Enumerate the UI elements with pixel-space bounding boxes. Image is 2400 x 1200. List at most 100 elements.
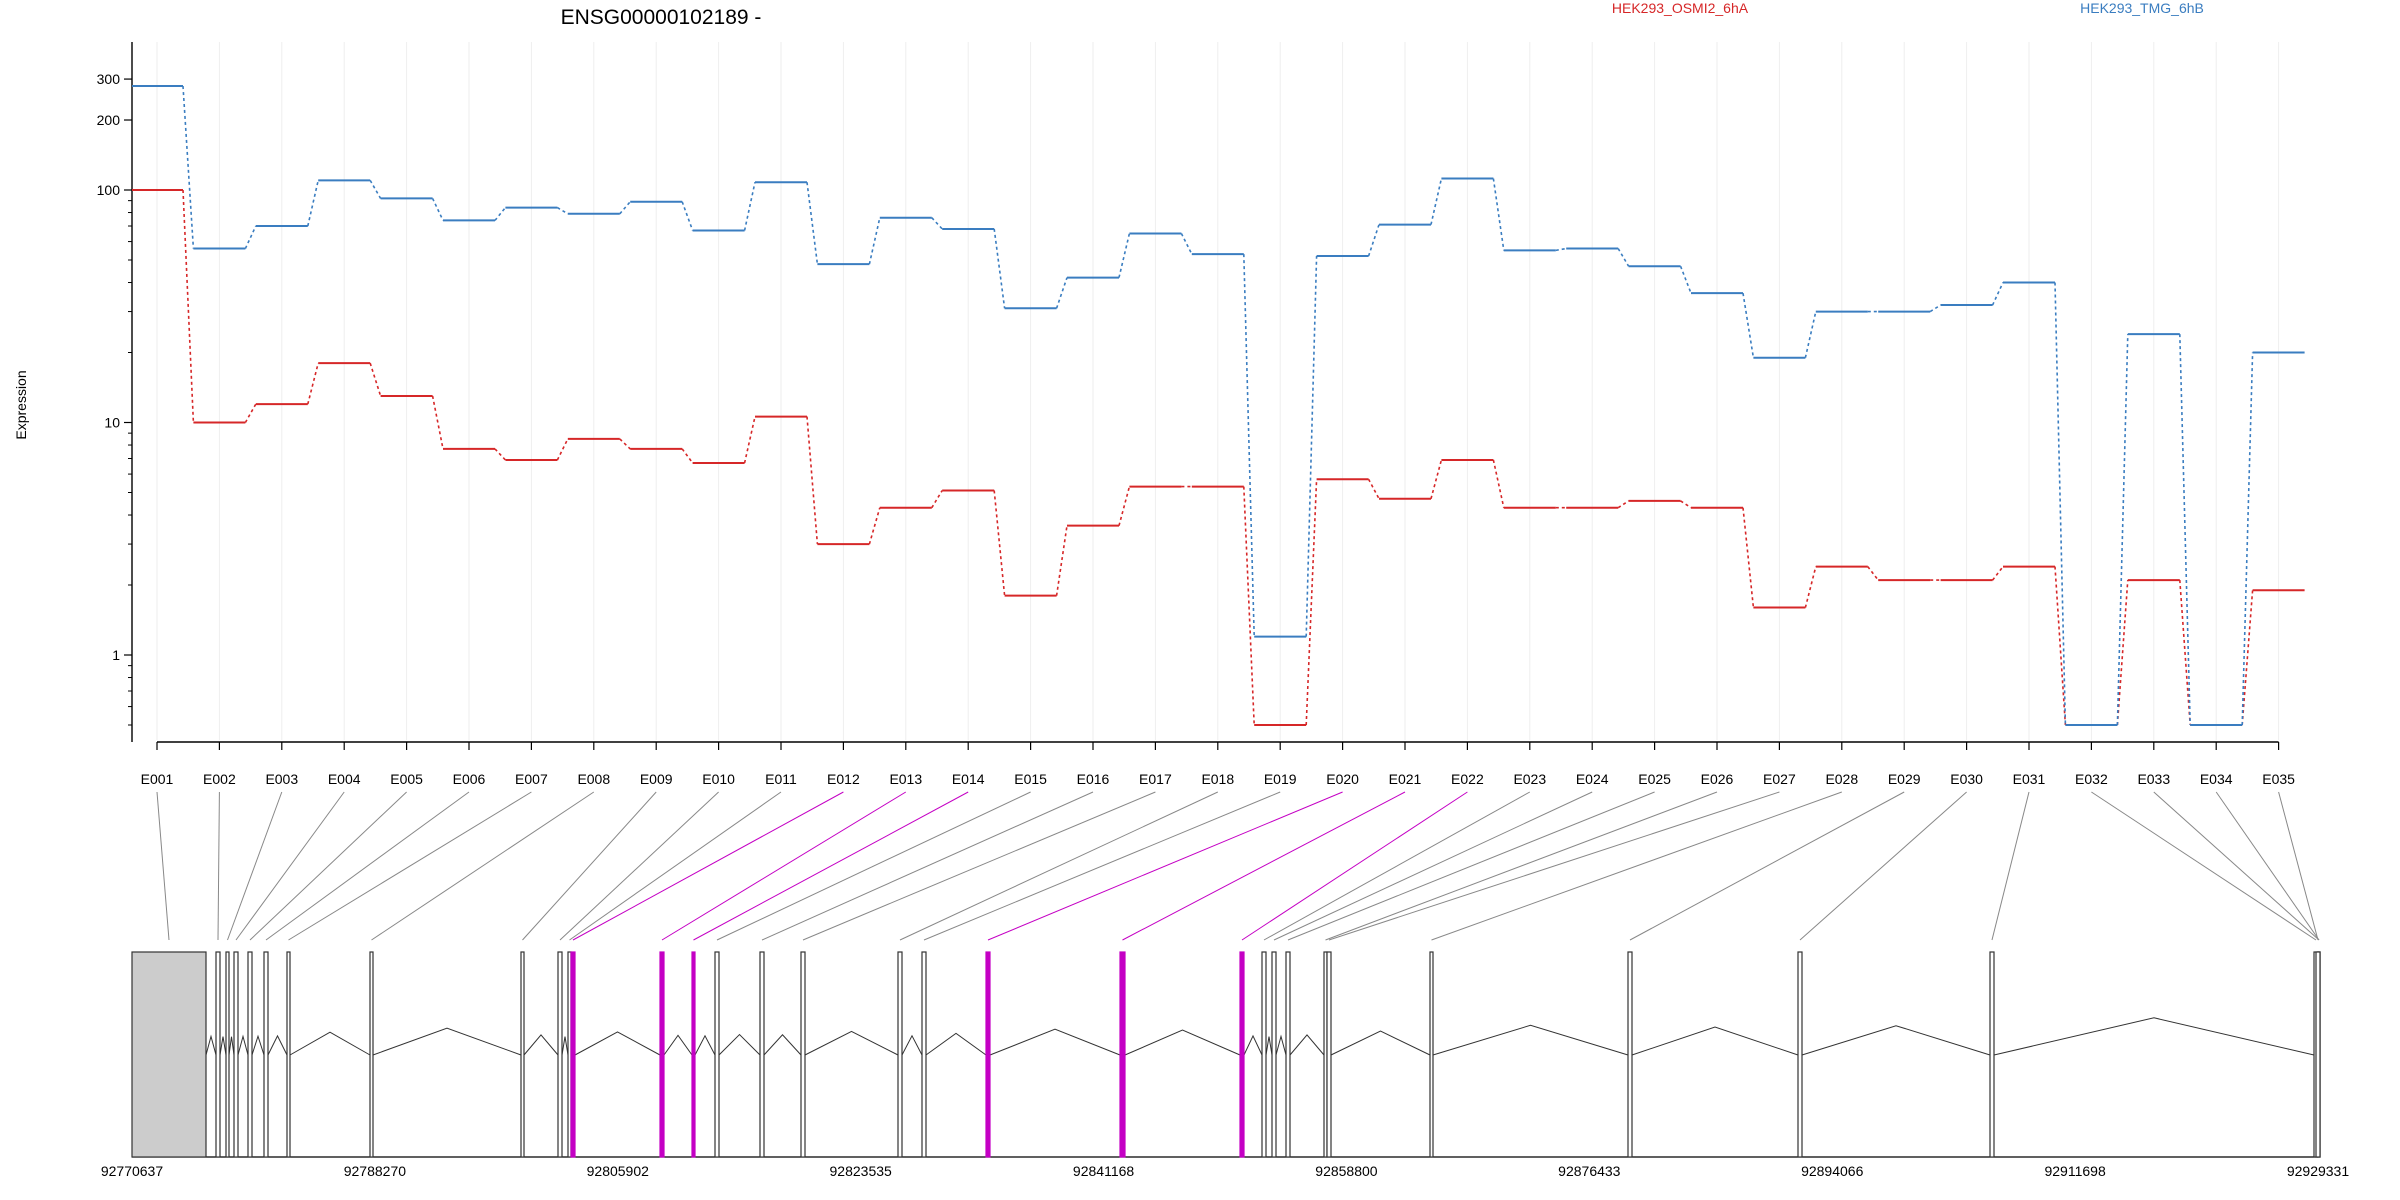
series-connector bbox=[1492, 459, 1505, 508]
series-connector bbox=[1742, 507, 1755, 608]
series-connector bbox=[1991, 566, 2004, 581]
exon-block bbox=[263, 951, 269, 1158]
exon-connector bbox=[2153, 791, 2320, 941]
series-connector bbox=[244, 225, 257, 249]
intron-line bbox=[251, 1034, 265, 1056]
x-tick-label: E009 bbox=[640, 771, 673, 787]
series-connector bbox=[1742, 293, 1755, 358]
intron-line bbox=[663, 1034, 693, 1056]
genomic-coordinate-label: 92858800 bbox=[1315, 1163, 1378, 1179]
exon-block bbox=[714, 951, 720, 1158]
intron-line bbox=[718, 1033, 761, 1056]
exon-block bbox=[1271, 951, 1277, 1158]
exon-block bbox=[1326, 951, 1332, 1158]
x-tick-label: E012 bbox=[827, 771, 860, 787]
series-connector bbox=[1680, 500, 1692, 509]
series-connector bbox=[743, 182, 756, 231]
intron-line bbox=[205, 1034, 217, 1056]
exon-block bbox=[215, 951, 221, 1158]
exon-connectors bbox=[156, 791, 2320, 941]
x-tick-label: E025 bbox=[1638, 771, 1671, 787]
exon-connector bbox=[569, 791, 782, 941]
genomic-coordinate-label: 92788270 bbox=[344, 1163, 407, 1179]
series-connector bbox=[1118, 486, 1131, 526]
intron-line bbox=[1243, 1034, 1263, 1056]
intron-line bbox=[989, 1028, 1121, 1056]
intron-line bbox=[561, 1036, 569, 1056]
x-tick-label: E030 bbox=[1950, 771, 1983, 787]
x-tick-label: E008 bbox=[577, 771, 610, 787]
exon-block bbox=[691, 951, 696, 1158]
chart-title: ENSG00000102189 - bbox=[561, 6, 762, 29]
series-connector bbox=[2054, 282, 2067, 726]
exon-connector bbox=[1287, 791, 1655, 941]
x-tick-label: E016 bbox=[1077, 771, 1110, 787]
series-connector bbox=[1991, 282, 2004, 306]
intron-line bbox=[1124, 1029, 1241, 1056]
series-lines bbox=[132, 85, 2305, 726]
series-connector bbox=[743, 416, 756, 464]
series-connector bbox=[868, 217, 881, 265]
series-connector bbox=[307, 180, 319, 227]
series-connector bbox=[681, 448, 694, 464]
y-axis-label: Expression bbox=[13, 370, 29, 439]
exon-connector bbox=[1273, 791, 1593, 941]
series-connector bbox=[806, 182, 819, 265]
x-tick-label: E033 bbox=[2137, 771, 2170, 787]
x-tick-label: E020 bbox=[1326, 771, 1359, 787]
exon-block bbox=[1119, 951, 1126, 1158]
exon-connector bbox=[249, 791, 407, 941]
x-tick-label: E018 bbox=[1201, 771, 1234, 787]
intron-line bbox=[1801, 1025, 1991, 1056]
series-connector bbox=[2179, 334, 2191, 726]
series-connector bbox=[1617, 500, 1630, 509]
series-connector bbox=[1305, 479, 1318, 726]
x-tick-label: E010 bbox=[702, 771, 735, 787]
exon-connector bbox=[1241, 791, 1468, 941]
x-tick-label: E017 bbox=[1139, 771, 1172, 787]
series-connector bbox=[931, 217, 943, 230]
axes: 1 10 100 200 300 E001 E002 E003 E004 E005 E006 E007… bbox=[97, 42, 2295, 787]
series-connector bbox=[1430, 178, 1443, 225]
x-tick-label: E029 bbox=[1888, 771, 1921, 787]
exon-connector bbox=[987, 791, 1343, 941]
intron-line bbox=[574, 1031, 661, 1056]
x-tick-label: E034 bbox=[2200, 771, 2233, 787]
series-connector bbox=[494, 448, 506, 461]
legend-label-series-1: HEK293_OSMI2_6hA bbox=[1612, 0, 1749, 16]
exon-block bbox=[369, 951, 374, 1158]
series-connector bbox=[1243, 486, 1255, 726]
exon-block bbox=[2315, 951, 2321, 1158]
exon-block bbox=[897, 951, 903, 1158]
exon-connector bbox=[1263, 791, 1531, 941]
exon-connector bbox=[1799, 791, 1967, 941]
exon-connector bbox=[693, 791, 969, 941]
exon-block bbox=[1239, 951, 1245, 1158]
intron-line bbox=[925, 1032, 987, 1056]
y-tick-label: 300 bbox=[97, 71, 121, 87]
x-tick-label: E019 bbox=[1264, 771, 1297, 787]
intron-line bbox=[219, 1036, 227, 1056]
exon-connector bbox=[1991, 791, 2030, 941]
genomic-coordinate-label: 92841168 bbox=[1073, 1163, 1134, 1179]
exon-connector bbox=[2091, 791, 2317, 941]
x-tick-label: E013 bbox=[889, 771, 922, 787]
exon-connector bbox=[802, 791, 1156, 941]
exon-connector bbox=[716, 791, 1031, 941]
exon-connector bbox=[899, 791, 1219, 941]
exon-connector bbox=[227, 791, 283, 941]
x-tick-label: E023 bbox=[1513, 771, 1546, 787]
exon-connector bbox=[265, 791, 470, 941]
exon-connector bbox=[761, 791, 1094, 941]
intron-line bbox=[1993, 1017, 2315, 1056]
series-connector bbox=[2179, 580, 2191, 726]
series-connector bbox=[1243, 254, 1255, 637]
exon-connector bbox=[522, 791, 657, 941]
x-tick-label: E004 bbox=[328, 771, 361, 787]
intron-line bbox=[237, 1034, 249, 1056]
x-tick-label: E011 bbox=[765, 771, 797, 787]
series-connector bbox=[556, 438, 569, 461]
series-connector bbox=[1867, 566, 1879, 581]
x-tick-label: E035 bbox=[2262, 771, 2295, 787]
